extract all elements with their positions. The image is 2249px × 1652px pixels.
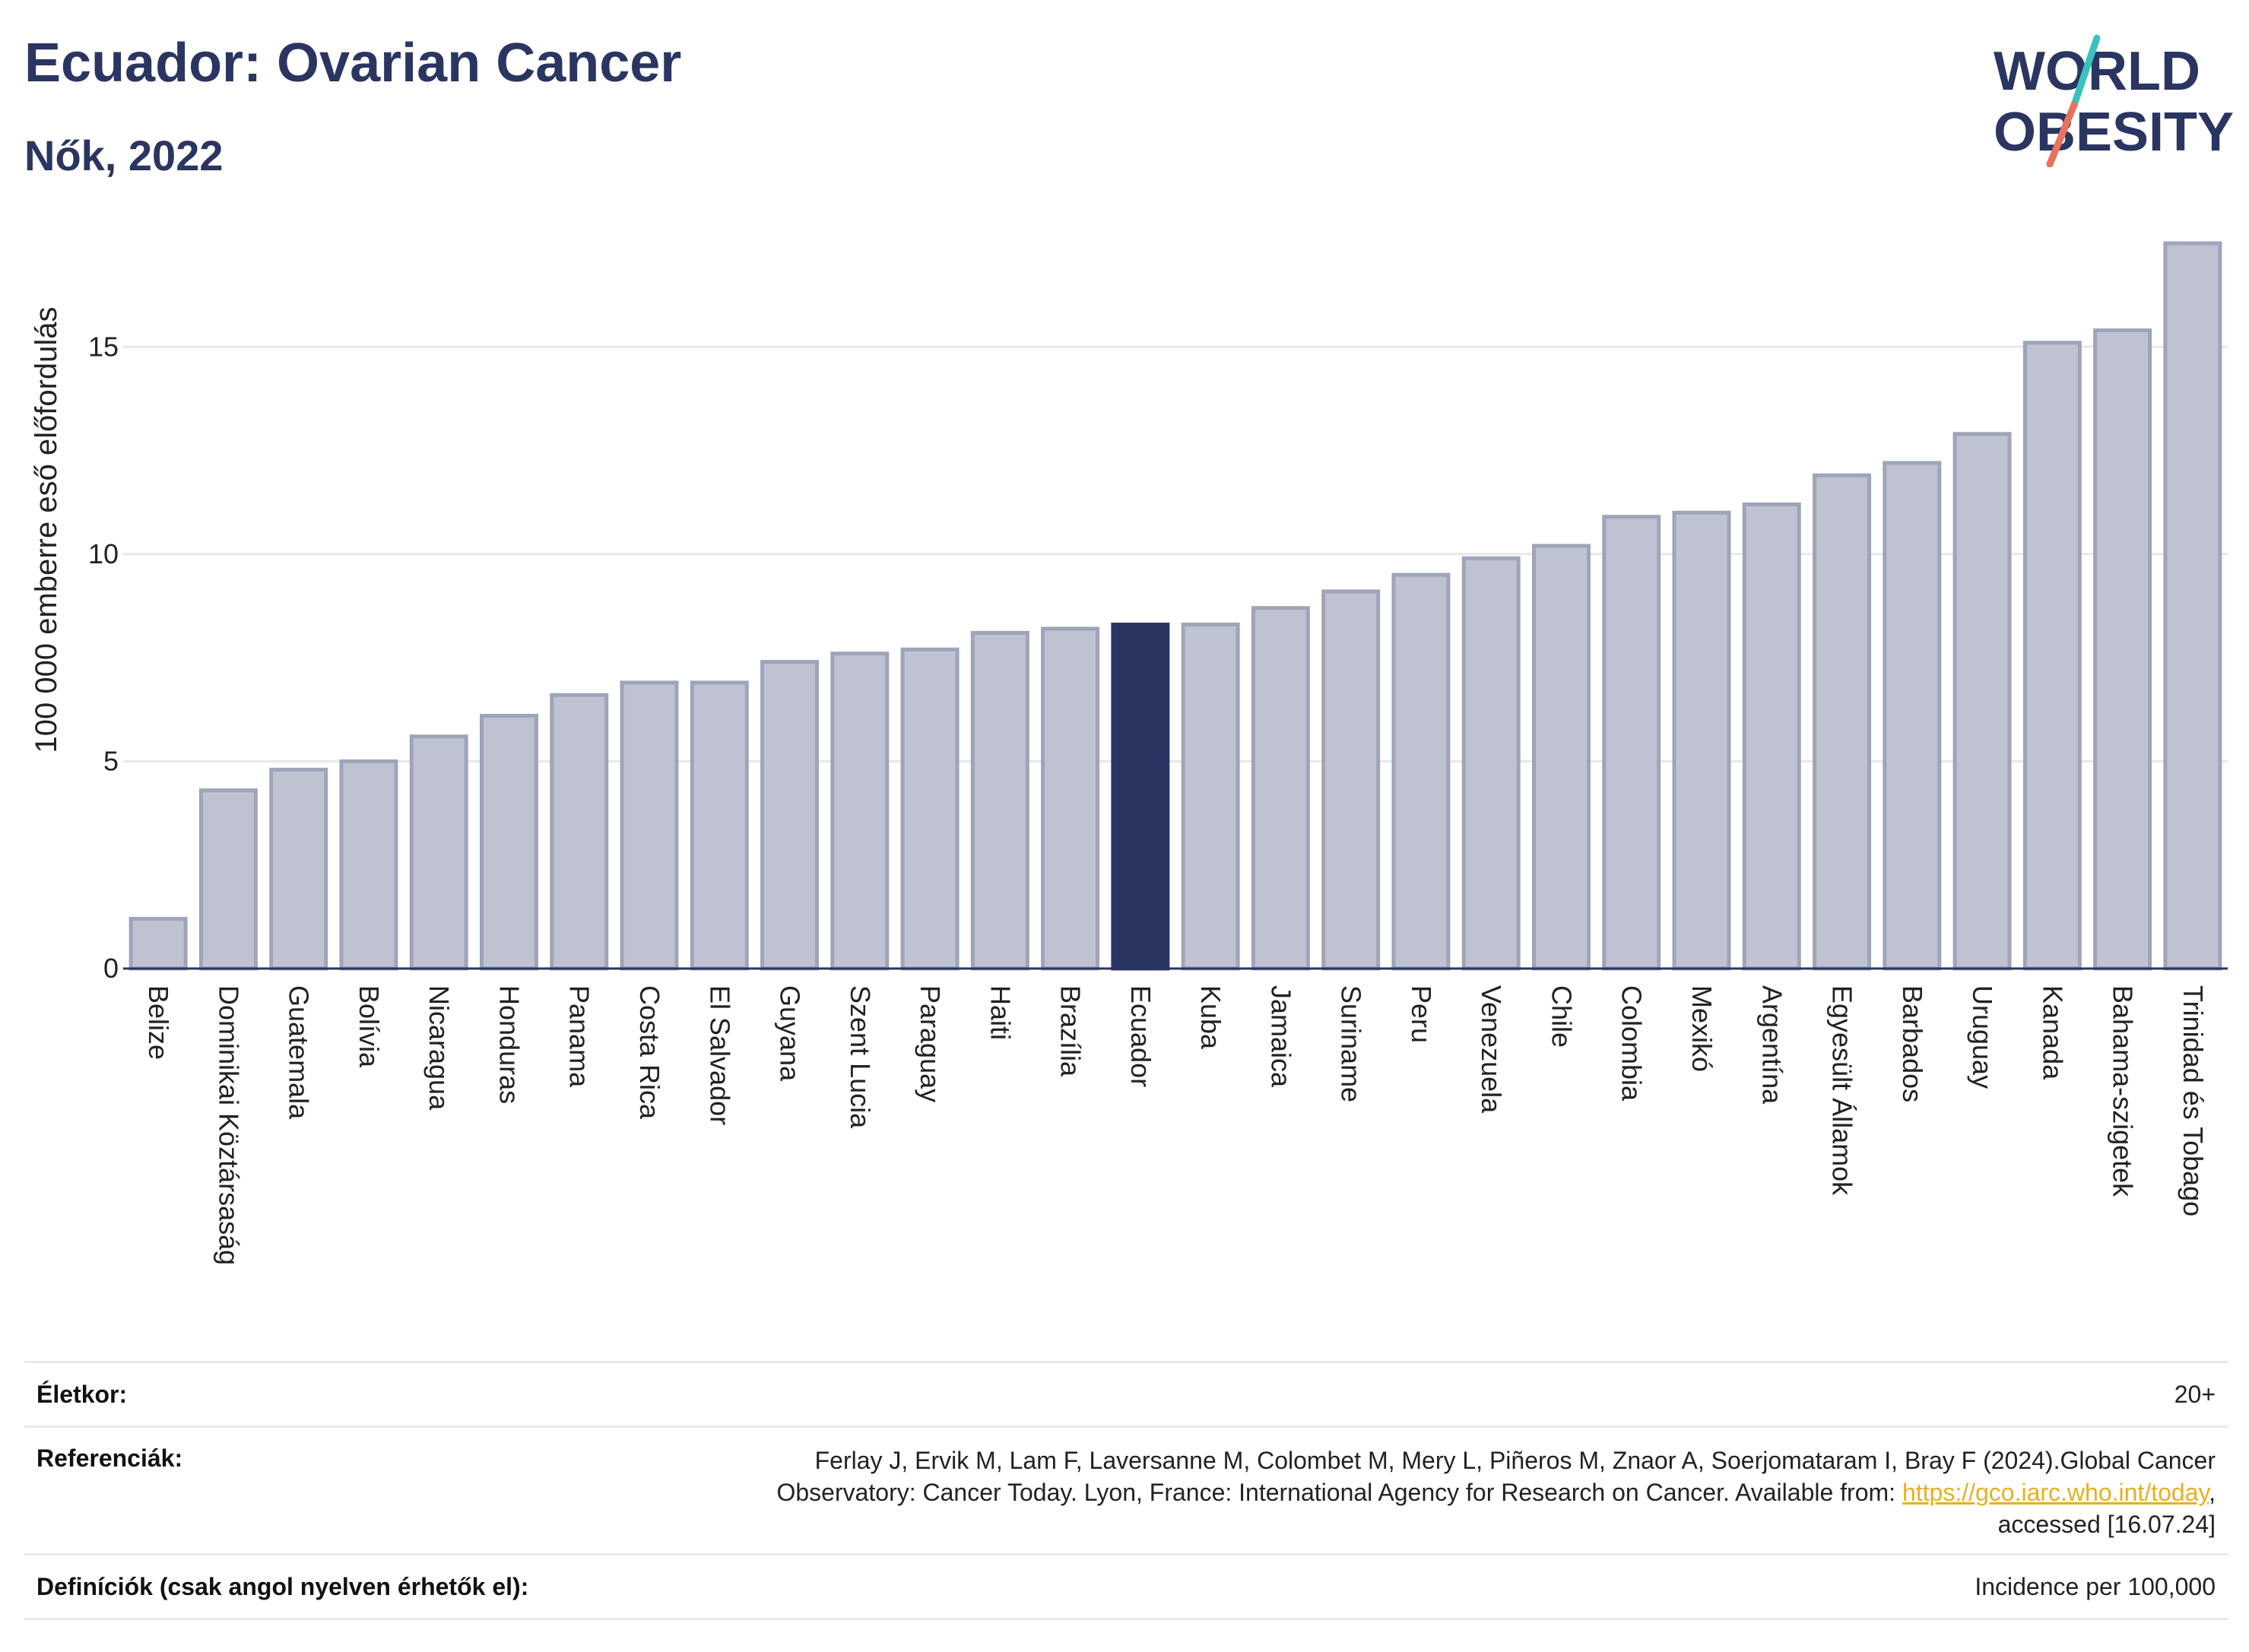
x-tick-label: Honduras <box>493 985 525 1104</box>
x-tick-label: Kanada <box>2037 985 2068 1080</box>
bar-egyesült-államok[interactable] <box>1813 473 1872 971</box>
bar-szent-lucia[interactable] <box>830 652 890 971</box>
definitions-label: Definíciók (csak angol nyelven érhetők e… <box>36 1572 529 1600</box>
bar-brazília[interactable] <box>1041 626 1100 971</box>
bar-mexikó[interactable] <box>1672 510 1731 971</box>
references-label: Referenciák: <box>36 1444 183 1472</box>
bar-trinidad-és-tobago[interactable] <box>2163 241 2222 971</box>
bar-guatemala[interactable] <box>269 767 328 971</box>
x-tick-label: Uruguay <box>1967 985 1998 1089</box>
age-label: Életkor: <box>36 1380 128 1408</box>
bar-kanada[interactable] <box>2022 341 2082 971</box>
reference-line-3: accessed [16.07.24] <box>1997 1511 2216 1538</box>
x-tick-label: Brazília <box>1055 985 1086 1077</box>
bar-jamaica[interactable] <box>1251 606 1310 971</box>
x-tick-label: Panama <box>564 985 595 1088</box>
reference-link[interactable]: https://gco.iarc.who.int/today <box>1902 1479 2209 1506</box>
x-tick-label: Argentína <box>1756 985 1787 1105</box>
references-row: Referenciák: Ferlay J, Ervik M, Lam F, L… <box>24 1425 2228 1553</box>
x-tick-label: Belize <box>143 985 174 1060</box>
reference-line-2-text: Observatory: Cancer Today. Lyon, France:… <box>776 1479 1902 1506</box>
bar-panama[interactable] <box>550 693 609 971</box>
x-tick-label: Kuba <box>1195 985 1226 1050</box>
bar-honduras[interactable] <box>479 713 538 971</box>
x-tick-label: Szent Lucia <box>845 985 876 1129</box>
logo-text-world: WORLD <box>1994 41 2200 102</box>
x-tick-label: Bahama-szigetek <box>2108 985 2139 1197</box>
age-value: 20+ <box>2174 1381 2216 1408</box>
x-tick-label: Chile <box>1546 985 1577 1048</box>
bar-guyana[interactable] <box>760 660 820 971</box>
bar-el-salvador[interactable] <box>690 680 749 971</box>
x-tick-label: Jamaica <box>1265 985 1296 1088</box>
reference-line-2-end: , <box>2209 1479 2216 1506</box>
x-tick-label: Nicaragua <box>423 985 455 1111</box>
x-tick-label: Egyesült Államok <box>1827 985 1858 1196</box>
x-tick-label: Trinidad és Tobago <box>2178 985 2209 1216</box>
y-tick-label: 0 <box>103 953 119 984</box>
x-tick-label: Barbados <box>1897 985 1928 1102</box>
x-tick-label: Costa Rica <box>634 985 665 1120</box>
x-tick-label: Dominikai Köztársaság <box>213 985 244 1265</box>
logo-slash-coral <box>2046 101 2078 167</box>
x-tick-label: Peru <box>1406 985 1437 1043</box>
page-subtitle: Nők, 2022 <box>24 132 224 179</box>
bar-uruguay[interactable] <box>1952 432 2012 971</box>
bar-ecuador[interactable] <box>1111 623 1170 971</box>
labels: 0 5 10 15 Belize Dominikai Köztársaság Guatema… <box>30 306 2209 1265</box>
world-obesity-logo: WORLD OBESITY <box>1994 34 2234 167</box>
reference-line-1: Ferlay J, Ervik M, Lam F, Laversanne M, … <box>814 1447 2216 1474</box>
age-row: Életkor: 20+ <box>24 1361 2228 1425</box>
bar-haiti[interactable] <box>970 630 1029 971</box>
x-tick-label: Ecuador <box>1125 985 1156 1087</box>
x-tick-label: Guatemala <box>284 985 315 1120</box>
logo-text-obesity: OBESITY <box>1994 102 2234 163</box>
x-tick-label: Mexikó <box>1686 985 1718 1072</box>
bar-venezuela[interactable] <box>1461 556 1521 971</box>
bar-argentína[interactable] <box>1742 502 1801 971</box>
y-tick-label: 15 <box>88 331 119 362</box>
bar-costa-rica[interactable] <box>620 680 679 971</box>
x-tick-label: Paraguay <box>915 985 946 1102</box>
bar-chile[interactable] <box>1531 544 1591 971</box>
references-text: Ferlay J, Ervik M, Lam F, Laversanne M, … <box>776 1444 2228 1540</box>
y-tick-label: 10 <box>88 538 119 569</box>
bar-nicaragua[interactable] <box>409 734 468 971</box>
bar-peru[interactable] <box>1391 572 1451 971</box>
x-tick-label: El Salvador <box>704 985 735 1125</box>
reference-line-2: Observatory: Cancer Today. Lyon, France:… <box>776 1476 2216 1508</box>
bar-kuba[interactable] <box>1181 623 1240 971</box>
y-tick-label: 5 <box>103 745 119 776</box>
x-tick-label: Suriname <box>1336 985 1367 1102</box>
x-tick-label: Bolívia <box>354 985 385 1068</box>
x-tick-label: Colombia <box>1616 985 1648 1102</box>
logo-slash-teal <box>2070 34 2101 109</box>
x-tick-label: Guyana <box>775 985 806 1082</box>
bar-belize[interactable] <box>128 917 188 971</box>
bar-suriname[interactable] <box>1321 589 1381 971</box>
bar-barbados[interactable] <box>1883 461 1942 971</box>
bar-dominikai-köztársaság[interactable] <box>198 788 258 971</box>
bars <box>128 241 2222 971</box>
definitions-row: Definíciók (csak angol nyelven érhetők e… <box>24 1553 2228 1620</box>
bar-paraguay[interactable] <box>900 647 960 971</box>
bar-bolívia[interactable] <box>339 759 398 971</box>
y-axis-title: 100 000 emberre eső előfordulás <box>30 306 63 753</box>
page-title: Ecuador: Ovarian Cancer <box>24 33 682 94</box>
info-table: Életkor: 20+ Referenciák: Ferlay J, Ervi… <box>24 1361 2228 1620</box>
definitions-value: Incidence per 100,000 <box>1975 1573 2216 1600</box>
x-tick-label: Haiti <box>985 985 1016 1040</box>
bar-bahama-szigetek[interactable] <box>2093 328 2152 971</box>
bar-chart: 0 5 10 15 Belize Dominikai Köztársaság Guatema… <box>30 241 2228 1265</box>
x-tick-label: Venezuela <box>1476 985 1507 1114</box>
grid-lines <box>123 345 2228 763</box>
bar-colombia[interactable] <box>1602 515 1661 971</box>
